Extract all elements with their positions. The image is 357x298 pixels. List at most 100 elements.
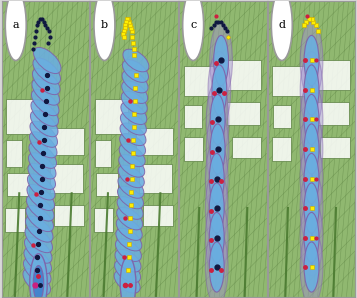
- Ellipse shape: [120, 112, 146, 135]
- Circle shape: [205, 140, 228, 217]
- Bar: [95, 99, 128, 134]
- Ellipse shape: [27, 184, 55, 210]
- Bar: [6, 99, 39, 134]
- Text: d: d: [278, 20, 285, 30]
- Circle shape: [209, 153, 224, 204]
- Ellipse shape: [30, 111, 58, 137]
- Ellipse shape: [25, 216, 53, 242]
- Circle shape: [205, 170, 228, 246]
- Bar: [183, 137, 203, 161]
- Ellipse shape: [121, 91, 147, 114]
- Ellipse shape: [24, 258, 51, 284]
- Ellipse shape: [27, 174, 55, 200]
- Circle shape: [208, 52, 231, 128]
- Bar: [54, 205, 84, 226]
- Circle shape: [94, 0, 115, 60]
- Circle shape: [210, 22, 232, 99]
- Bar: [232, 137, 261, 158]
- Ellipse shape: [115, 249, 141, 272]
- Ellipse shape: [115, 260, 141, 283]
- Circle shape: [300, 22, 323, 99]
- Ellipse shape: [117, 207, 143, 230]
- Bar: [47, 128, 84, 155]
- Bar: [223, 60, 261, 90]
- Text: b: b: [101, 20, 108, 30]
- Circle shape: [209, 212, 224, 263]
- Ellipse shape: [116, 218, 142, 240]
- Ellipse shape: [121, 102, 147, 125]
- Ellipse shape: [29, 153, 56, 179]
- Ellipse shape: [119, 144, 145, 167]
- Ellipse shape: [31, 90, 59, 116]
- Circle shape: [300, 170, 323, 246]
- Bar: [5, 208, 25, 232]
- Bar: [143, 205, 172, 226]
- Ellipse shape: [29, 132, 57, 158]
- Bar: [316, 102, 349, 125]
- Ellipse shape: [114, 271, 140, 293]
- Ellipse shape: [115, 239, 141, 261]
- Circle shape: [304, 65, 319, 115]
- Text: a: a: [12, 20, 19, 30]
- Circle shape: [183, 0, 203, 60]
- Bar: [273, 105, 291, 128]
- Bar: [320, 137, 350, 158]
- Circle shape: [300, 81, 323, 158]
- Ellipse shape: [122, 81, 148, 103]
- Bar: [139, 164, 172, 193]
- Circle shape: [209, 183, 224, 233]
- Circle shape: [33, 266, 44, 298]
- Ellipse shape: [117, 197, 143, 219]
- Bar: [227, 102, 260, 125]
- Bar: [183, 66, 217, 96]
- Bar: [272, 137, 291, 161]
- Ellipse shape: [29, 142, 56, 168]
- Circle shape: [304, 94, 319, 145]
- Ellipse shape: [23, 269, 50, 295]
- Ellipse shape: [26, 195, 54, 221]
- Circle shape: [304, 124, 319, 174]
- Circle shape: [271, 0, 292, 60]
- Bar: [7, 173, 29, 196]
- Ellipse shape: [122, 60, 149, 82]
- Ellipse shape: [120, 123, 146, 145]
- Ellipse shape: [120, 134, 146, 156]
- Bar: [94, 208, 113, 232]
- Circle shape: [300, 111, 323, 187]
- Ellipse shape: [32, 69, 60, 95]
- Circle shape: [210, 94, 225, 145]
- Ellipse shape: [28, 163, 55, 190]
- Text: c: c: [190, 20, 196, 30]
- Bar: [6, 140, 22, 167]
- Bar: [185, 105, 202, 128]
- Circle shape: [304, 183, 319, 233]
- Circle shape: [120, 257, 136, 298]
- Ellipse shape: [33, 58, 60, 84]
- Circle shape: [214, 35, 228, 86]
- Ellipse shape: [26, 206, 54, 232]
- Ellipse shape: [25, 237, 52, 263]
- Ellipse shape: [25, 226, 52, 253]
- Circle shape: [206, 81, 229, 158]
- Circle shape: [304, 35, 319, 86]
- Circle shape: [300, 52, 323, 128]
- Circle shape: [210, 124, 225, 174]
- Bar: [95, 140, 111, 167]
- Circle shape: [300, 140, 323, 217]
- Ellipse shape: [34, 47, 61, 74]
- Ellipse shape: [32, 79, 60, 105]
- Bar: [50, 164, 83, 193]
- Ellipse shape: [117, 186, 144, 209]
- Ellipse shape: [119, 155, 145, 177]
- Circle shape: [206, 111, 229, 187]
- Ellipse shape: [31, 100, 59, 126]
- Circle shape: [300, 229, 323, 298]
- Bar: [272, 66, 305, 96]
- Circle shape: [205, 229, 228, 298]
- Ellipse shape: [118, 176, 144, 198]
- Circle shape: [209, 242, 224, 292]
- Circle shape: [304, 153, 319, 204]
- Circle shape: [304, 212, 319, 263]
- Ellipse shape: [24, 248, 51, 274]
- Ellipse shape: [116, 228, 142, 251]
